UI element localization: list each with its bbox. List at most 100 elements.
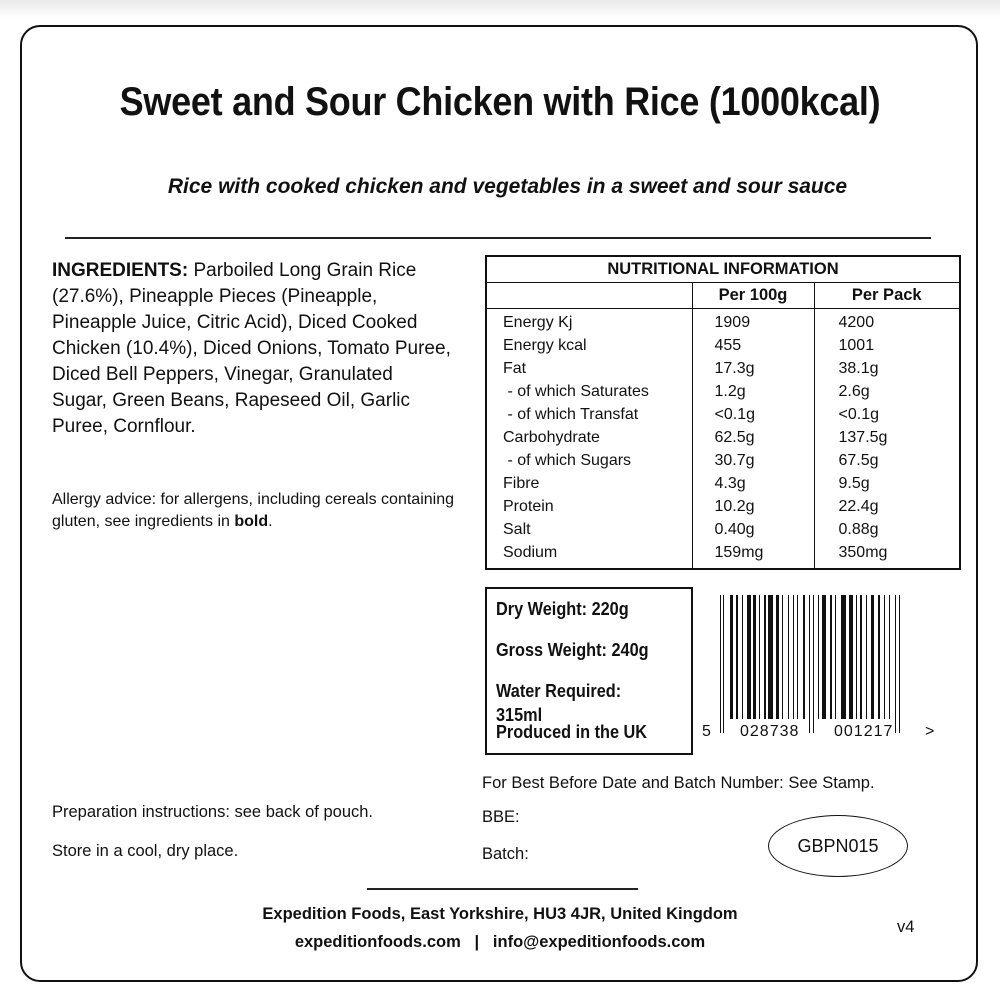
barcode-bar: [736, 595, 738, 719]
barcode-bar: [813, 595, 814, 733]
nutrition-per100: 0.40g: [691, 517, 815, 541]
nutrition-table: NUTRITIONAL INFORMATION Per 100g Per Pack…: [485, 255, 961, 570]
nutrition-pack: 1001: [813, 333, 961, 357]
nutrition-row: Energy Kj 1909 4200: [485, 308, 961, 334]
nutrition-pack: 38.1g: [813, 356, 961, 380]
barcode-bar: [899, 595, 900, 733]
nutrition-row: - of which Sugars 30.7g 67.5g: [485, 448, 961, 472]
allergy-end: .: [268, 513, 273, 530]
email-link[interactable]: info@expeditionfoods.com: [492, 933, 706, 951]
nutrition-label: Carbohydrate: [485, 425, 693, 449]
barcode-bar: [803, 595, 805, 719]
barcode-bar: [723, 595, 724, 733]
allergy-text: Allergy advice: for allergens, including…: [52, 491, 454, 530]
nutrition-label: Sodium: [485, 540, 693, 569]
nutrition-row: Protein 10.2g 22.4g: [485, 494, 961, 518]
nutrition-label: - of which Transfat: [485, 402, 693, 426]
barcode-bar: [830, 595, 832, 719]
weights-box: Dry Weight: 220g Gross Weight: 240g Wate…: [485, 587, 693, 755]
nutrition-row: Sodium 159mg 350mg: [485, 540, 961, 569]
empty-header: [485, 281, 693, 309]
nutrition-title: NUTRITIONAL INFORMATION: [485, 255, 961, 283]
nutrition-pack: 2.6g: [813, 379, 961, 403]
nutrition-pack: 4200: [813, 308, 961, 334]
nutrition-pack: <0.1g: [813, 402, 961, 426]
barcode-bar: [720, 595, 721, 733]
nutrition-label: Salt: [485, 517, 693, 541]
barcode-bar: [768, 595, 773, 719]
barcode-digits-right: 001217: [834, 723, 894, 740]
nutrition-pack: 350mg: [813, 540, 961, 569]
label-frame: [20, 25, 978, 982]
nutrition-label: Fat: [485, 356, 693, 380]
gross-weight: Gross Weight: 240g: [496, 639, 649, 660]
divider: [65, 237, 931, 239]
ingredients: INGREDIENTS: Parboiled Long Grain Rice (…: [52, 258, 452, 440]
origin: Produced in the UK: [496, 721, 648, 742]
ingredients-label: INGREDIENTS:: [52, 260, 189, 281]
nutrition-row: - of which Saturates 1.2g 2.6g: [485, 379, 961, 403]
nutrition-pack: 137.5g: [813, 425, 961, 449]
barcode-bar: [809, 595, 810, 733]
barcode-bar: [895, 595, 896, 733]
barcode-bar: [878, 595, 880, 719]
preparation-note: Preparation instructions: see back of po…: [52, 803, 374, 821]
barcode-digit-first: 5: [702, 723, 711, 740]
nutrition-per100: <0.1g: [691, 402, 815, 426]
barcode: [720, 595, 900, 733]
allergy-advice: Allergy advice: for allergens, including…: [52, 489, 462, 533]
ingredients-text: Parboiled Long Grain Rice (27.6%), Pinea…: [52, 260, 451, 437]
nutrition-label: - of which Sugars: [485, 448, 693, 472]
barcode-bar: [856, 595, 857, 719]
barcode-bar: [782, 595, 783, 719]
nutrition-label: Energy Kj: [485, 308, 693, 334]
barcode-bar: [788, 595, 789, 719]
barcode-end: >: [925, 723, 935, 740]
batch-label: Batch:: [482, 845, 529, 863]
footer-divider: [367, 888, 638, 890]
nutrition-pack: 9.5g: [813, 471, 961, 495]
footer-address: Expedition Foods, East Yorkshire, HU3 4J…: [262, 905, 738, 923]
product-title: Sweet and Sour Chicken with Rice (1000kc…: [119, 80, 881, 124]
barcode-bar: [764, 595, 766, 719]
nutrition-label: Fibre: [485, 471, 693, 495]
barcode-bar: [860, 595, 862, 719]
barcode-bar: [730, 595, 733, 719]
footer-contact: expeditionfoods.com | info@expeditionfoo…: [0, 933, 1000, 952]
barcode-bar: [793, 595, 794, 719]
best-before-note: For Best Before Date and Batch Number: S…: [482, 774, 875, 792]
nutrition-per100: 455: [691, 333, 815, 357]
separator: |: [474, 933, 480, 951]
nutrition-per100: 17.3g: [691, 356, 815, 380]
storage-note: Store in a cool, dry place.: [52, 842, 239, 860]
website-link[interactable]: expeditionfoods.com: [294, 933, 461, 951]
top-shade: [0, 0, 1000, 18]
barcode-bar: [747, 595, 751, 719]
version: v4: [897, 918, 915, 936]
nutrition-row: Salt 0.40g 0.88g: [485, 517, 961, 541]
nutrition-per100: 1909: [691, 308, 815, 334]
nutrition-pack: 67.5g: [813, 448, 961, 472]
barcode-bar: [889, 595, 890, 719]
barcode-bar: [753, 595, 756, 719]
nutrition-per100: 1.2g: [691, 379, 815, 403]
nutrition-row: Fat 17.3g 38.1g: [485, 356, 961, 380]
barcode-bar: [871, 595, 874, 719]
nutrition-row: Energy kcal 455 1001: [485, 333, 961, 357]
nutrition-per100: 159mg: [691, 540, 815, 569]
barcode-bar: [776, 595, 779, 719]
nutrition-row: Fibre 4.3g 9.5g: [485, 471, 961, 495]
allergy-bold: bold: [234, 513, 269, 530]
product-code: GBPN015: [768, 815, 908, 877]
barcode-bar: [866, 595, 867, 719]
product-subtitle: Rice with cooked chicken and vegetables …: [167, 175, 848, 198]
nutrition-row: Carbohydrate 62.5g 137.5g: [485, 425, 961, 449]
barcode-bar: [884, 595, 885, 719]
barcode-bar: [849, 595, 853, 719]
barcode-bar: [797, 595, 798, 719]
nutrition-per100: 62.5g: [691, 425, 815, 449]
barcode-bar: [835, 595, 836, 719]
nutrition-per100: 4.3g: [691, 471, 815, 495]
nutrition-label: - of which Saturates: [485, 379, 693, 403]
nutrition-pack: 22.4g: [813, 494, 961, 518]
